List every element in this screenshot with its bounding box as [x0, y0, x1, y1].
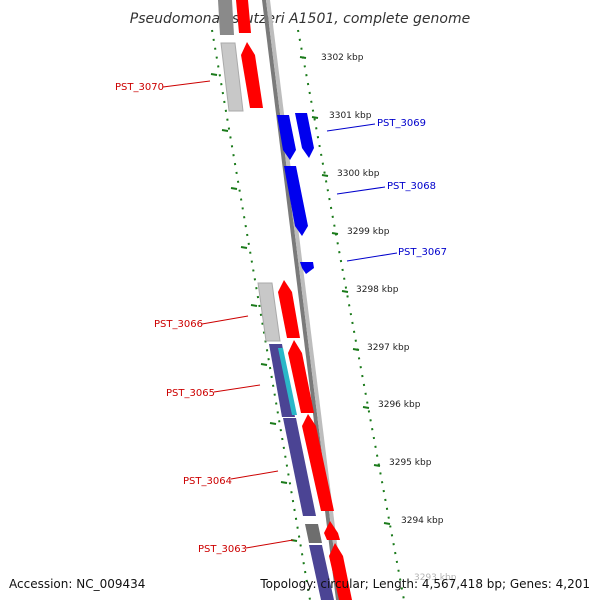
tick-label: 3300 kbp — [337, 169, 380, 179]
gene-pst-3067 — [300, 262, 314, 274]
feature-purple-3063 — [309, 545, 334, 600]
gene-label-pst-3068: PST_3068 — [387, 181, 436, 192]
gene-pst-3066 — [278, 280, 300, 338]
gene-label-pst-3067: PST_3067 — [398, 247, 447, 258]
feature-purple-3065 — [269, 344, 295, 417]
gene-label-leaders — [162, 80, 398, 549]
gene-pst-3069-b — [295, 113, 314, 158]
tick-label: 3296 kbp — [378, 400, 421, 410]
gene-label-pst-3063: PST_3063 — [198, 544, 247, 555]
inner-major-ticks — [210, 73, 298, 542]
gene-pst-3069-a — [277, 115, 296, 160]
tick-label: 3299 kbp — [347, 227, 390, 237]
tick-label: 3297 kbp — [367, 343, 410, 353]
tick-label: 3301 kbp — [329, 111, 372, 121]
accession-text: Accession: NC_009434 — [9, 577, 146, 591]
feature-grey-top — [218, 0, 234, 35]
inner-tick-ring — [211, 29, 311, 600]
topology-text: Topology: circular; Length: 4,567,418 bp… — [260, 577, 590, 591]
gene-pst-3065 — [288, 340, 314, 413]
tick-label: 3298 kbp — [356, 285, 399, 295]
gene-pst-3064 — [302, 414, 334, 511]
gene-label-pst-3064: PST_3064 — [183, 476, 232, 487]
feature-red-3063-a — [324, 521, 340, 540]
gene-pst-3070 — [241, 42, 263, 108]
outer-major-ticks — [299, 56, 391, 525]
feature-red-3063-b — [329, 543, 352, 600]
feature-red-top — [236, 0, 251, 33]
feature-cyan-3065 — [278, 348, 297, 415]
tick-label: 3293 kbp — [414, 573, 457, 583]
tick-label: 3302 kbp — [321, 53, 364, 63]
genome-title: Pseudomonas stutzeri A1501, complete gen… — [130, 11, 470, 27]
feature-grey-3070 — [220, 42, 244, 112]
feature-darkgrey-3063 — [305, 524, 322, 543]
feature-grey-3066 — [257, 282, 281, 342]
feature-purple-3064 — [283, 418, 316, 516]
gene-label-pst-3069: PST_3069 — [377, 118, 426, 129]
gene-label-pst-3065: PST_3065 — [166, 388, 215, 399]
gene-label-pst-3066: PST_3066 — [154, 319, 203, 330]
tick-label: 3295 kbp — [389, 458, 432, 468]
gene-label-pst-3070: PST_3070 — [115, 82, 164, 93]
outer-tick-ring — [297, 29, 405, 600]
tick-label: 3294 kbp — [401, 516, 444, 526]
gene-pst-3068 — [284, 166, 308, 236]
